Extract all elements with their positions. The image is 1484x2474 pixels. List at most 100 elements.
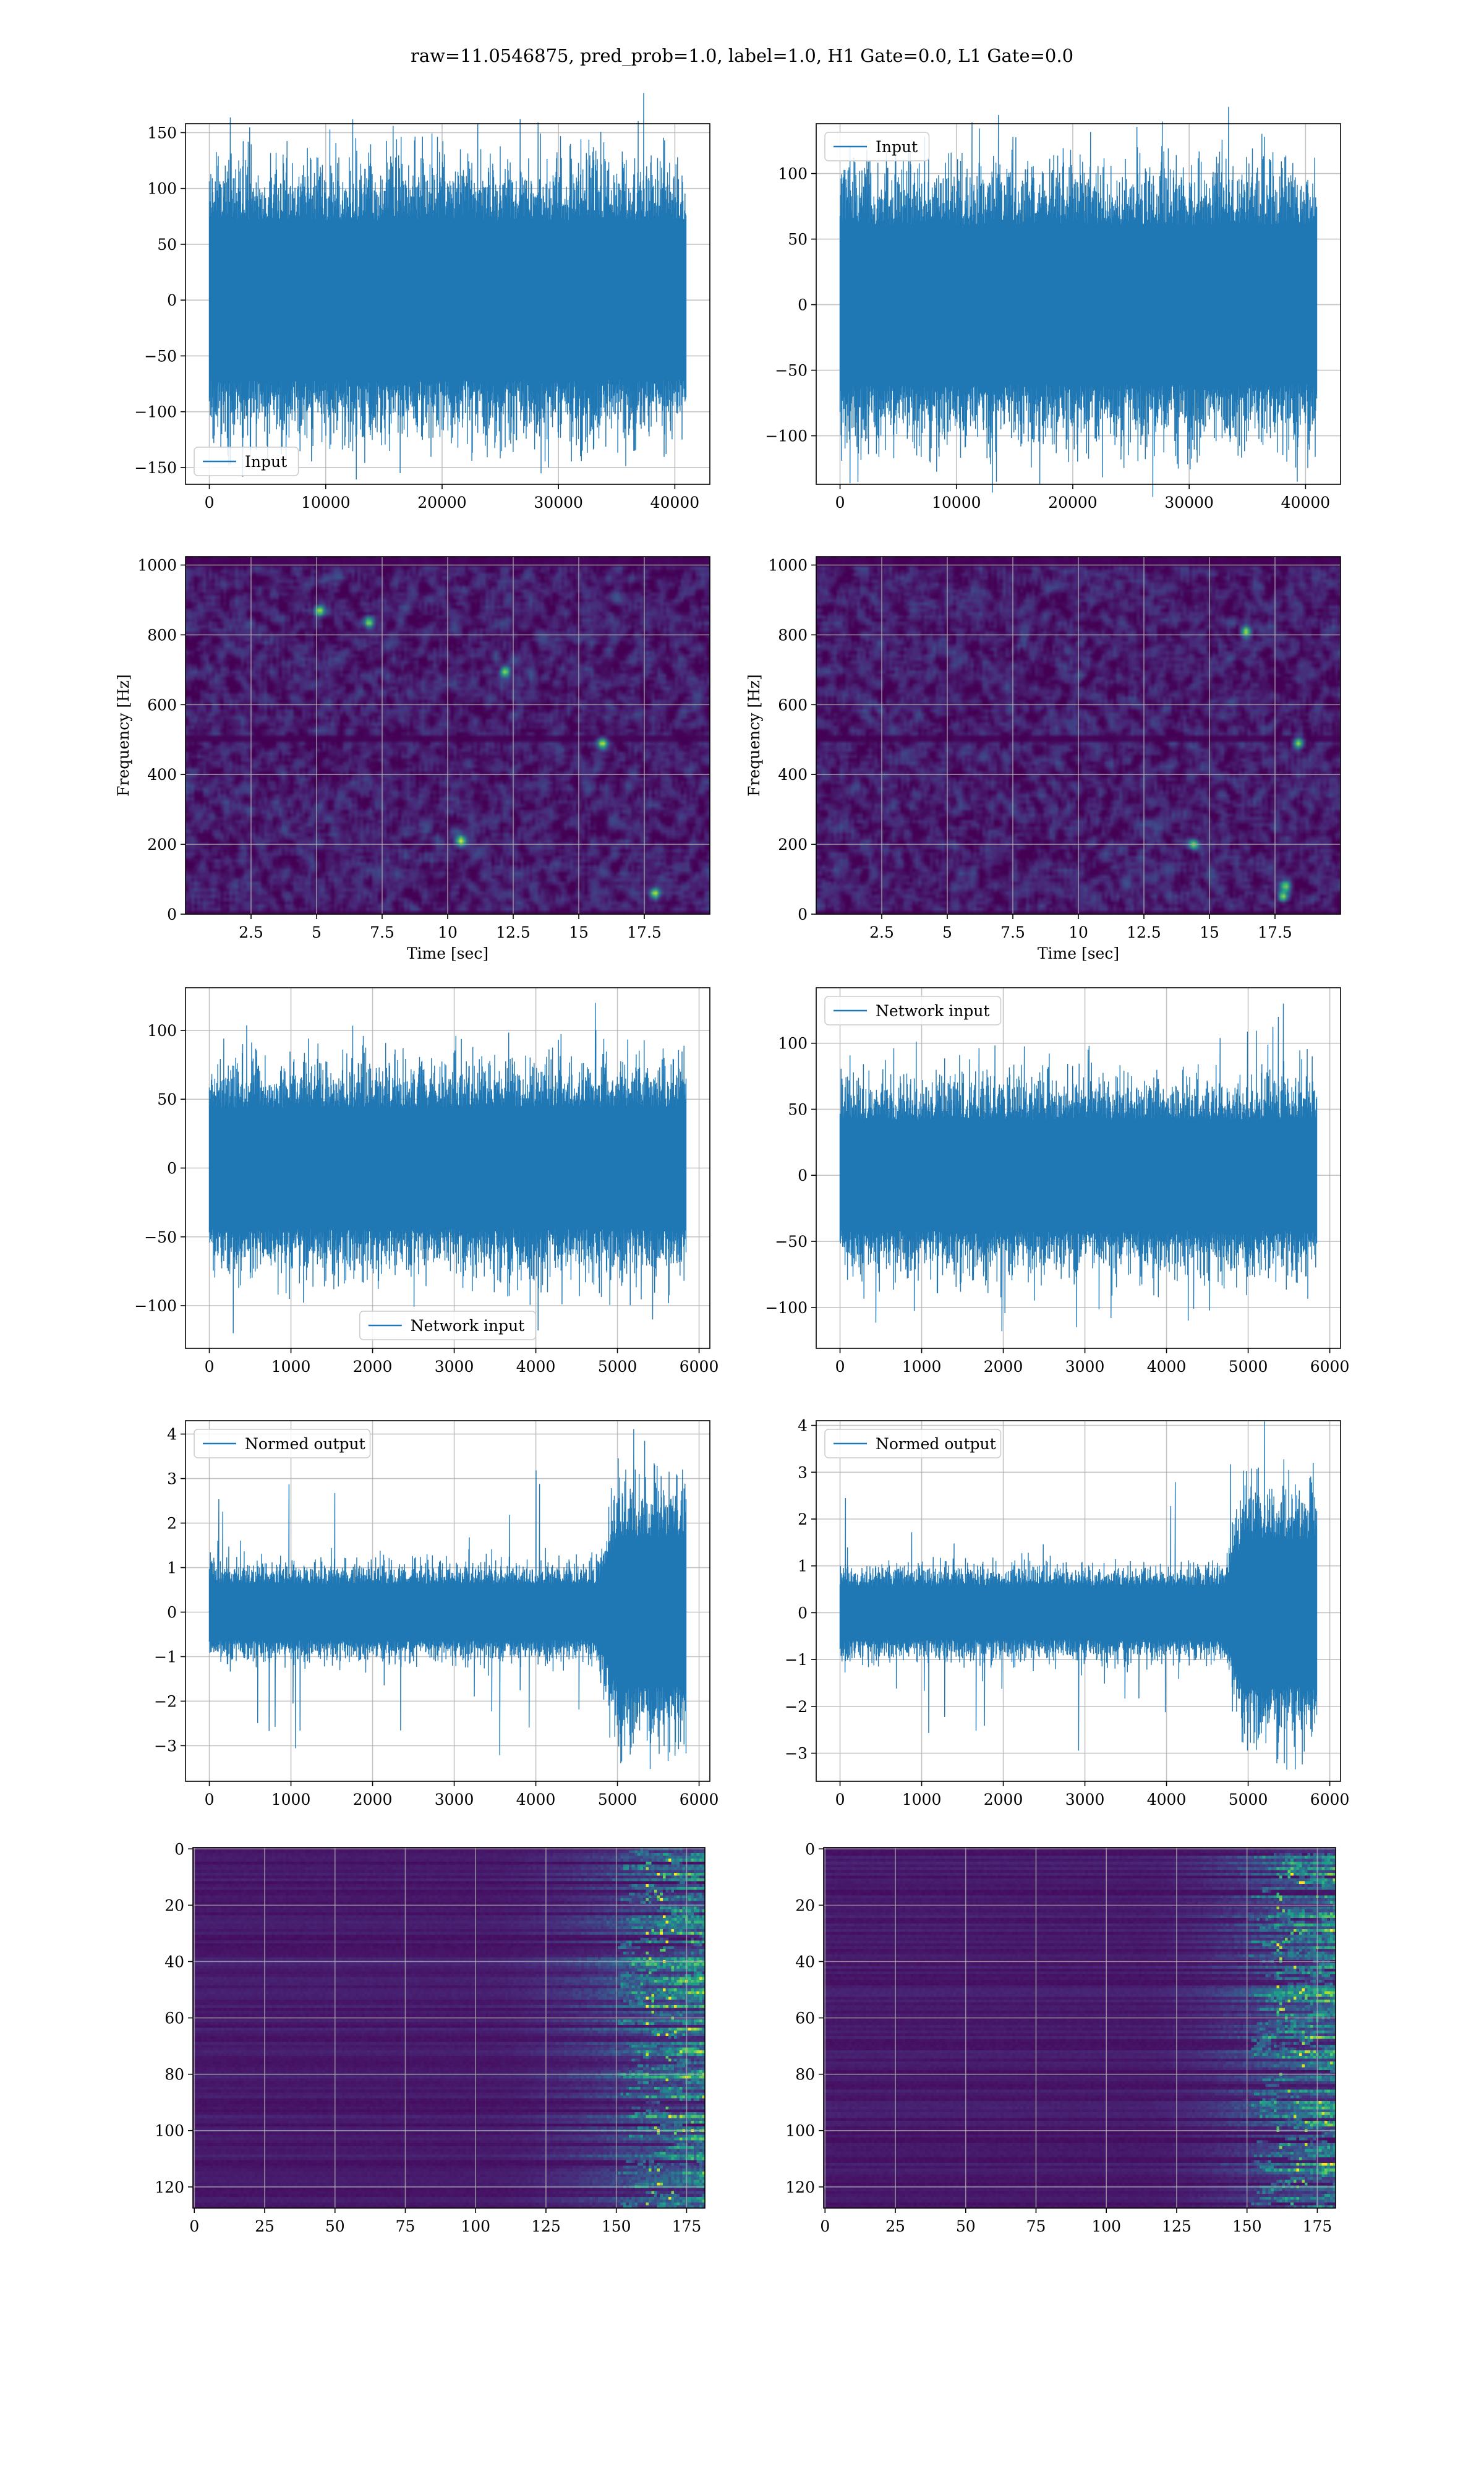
series-network-input (839, 1003, 1318, 1332)
x-tick-label: 12.5 (1127, 923, 1161, 941)
legend-box (824, 996, 1002, 1025)
tick-labels: 0 10000 20000 30000 40000 −100 −50 0 50 100 (765, 165, 1330, 511)
x-tick-label: 0 (835, 1791, 845, 1808)
y-tick-label: 50 (788, 1100, 808, 1118)
legend-box (194, 447, 299, 476)
x-tick-label: 100 (461, 2217, 490, 2235)
axes-frame (816, 1420, 1341, 1782)
y-tick-label: −50 (775, 1233, 808, 1251)
x-tick-label: 10 (438, 923, 458, 941)
y-tick-label: −1 (154, 1648, 177, 1666)
y-tick-label: 0 (174, 1840, 184, 1858)
legend: Network input (824, 996, 1002, 1025)
y-tick-label: 0 (798, 296, 808, 314)
y-tick-label: −50 (144, 347, 177, 365)
tick-labels: 2.5 5 7.5 10 12.5 15 17.5 0 200 400 600 800 1000 (768, 557, 1292, 941)
x-tick-label: 0 (835, 494, 845, 511)
y-tick-label: 50 (157, 1090, 177, 1108)
chart-input-l1: 0 10000 20000 30000 40000 −100 −50 0 50 100 Input (765, 106, 1341, 511)
series-trace (208, 1429, 687, 1770)
series-network-input (208, 1003, 687, 1333)
y-tick-label: 150 (147, 124, 177, 142)
y-tick-label: 200 (778, 836, 808, 854)
series-input (839, 106, 1318, 497)
y-tick-label: 4 (798, 1417, 808, 1435)
y-tick-label: 0 (167, 291, 177, 309)
tick-labels: 0 1000 2000 3000 4000 5000 6000 −100 −50 0 50 100 (134, 1022, 719, 1376)
x-tick-label: 0 (205, 494, 215, 511)
y-tick-label: −1 (785, 1651, 808, 1669)
y-tick-label: 80 (795, 2066, 815, 2084)
x-tick-label: 6000 (680, 1791, 719, 1808)
y-tick-label: −50 (144, 1228, 177, 1246)
x-tick-label: 10000 (301, 494, 351, 511)
y-tick-label: 800 (147, 626, 177, 644)
x-tick-label: 6000 (680, 1358, 719, 1376)
axes-frame (192, 1847, 706, 2209)
y-tick-label: 400 (147, 766, 177, 784)
x-tick-label: 125 (531, 2217, 561, 2235)
y-tick-label: 0 (798, 1166, 808, 1184)
y-tick-label: 40 (795, 1953, 815, 1971)
axes-frame (185, 1420, 710, 1782)
y-tick-label: 80 (164, 2066, 184, 2084)
y-axis-label: Frequency [Hz] (745, 674, 763, 797)
y-tick-label: 4 (167, 1426, 177, 1444)
y-tick-label: 2 (798, 1510, 808, 1528)
axes-frame (185, 123, 710, 485)
x-tick-label: 7.5 (370, 923, 394, 941)
x-tick-label: 25 (885, 2217, 905, 2235)
y-tick-label: 100 (778, 1035, 808, 1053)
tick-labels: 0 10000 20000 30000 40000 −150 −100 −50 0 50 100 15… (134, 124, 699, 511)
x-axis-label: Time [sec] (407, 944, 488, 962)
x-tick-label: 175 (672, 2217, 702, 2235)
legend: Normed output (824, 1429, 1002, 1458)
axes-frame (816, 123, 1341, 485)
axes-frame (823, 1847, 1336, 2209)
y-tick-label: 400 (778, 766, 808, 784)
x-tick-label: 0 (189, 2217, 199, 2235)
series-trace (208, 1003, 687, 1333)
grid-lines (824, 1847, 1336, 2208)
x-tick-label: 2.5 (239, 923, 263, 941)
x-tick-label: 150 (1232, 2217, 1262, 2235)
x-tick-label: 1000 (902, 1358, 942, 1376)
x-tick-label: 6000 (1310, 1791, 1350, 1808)
y-tick-label: 100 (147, 1022, 177, 1040)
x-tick-label: 4000 (516, 1358, 556, 1376)
y-tick-label: 200 (147, 836, 177, 854)
x-tick-label: 1000 (902, 1791, 942, 1808)
y-tick-label: 100 (785, 2122, 815, 2140)
tick-labels: 0 1000 2000 3000 4000 5000 6000 −3 −2 −1 0 1 2 3 4 (154, 1426, 719, 1808)
x-tick-label: 75 (396, 2217, 416, 2235)
tick-labels: 0 25 50 75 100 125 150 175 0 20 40 60 80 100 120 (155, 1840, 701, 2235)
y-tick-label: 1000 (768, 557, 808, 575)
x-tick-label: 125 (1162, 2217, 1192, 2235)
y-tick-label: −3 (785, 1745, 808, 1763)
x-tick-label: 2.5 (869, 923, 894, 941)
x-tick-label: 17.5 (1258, 923, 1292, 941)
y-tick-label: 3 (798, 1463, 808, 1481)
legend: Input (194, 447, 299, 476)
chart-spectrogram-l1: 2.5 5 7.5 10 12.5 15 17.5 0 200 400 600 800 1000 Time… (745, 556, 1341, 962)
legend-label: Normed output (245, 1435, 365, 1453)
x-tick-label: 0 (835, 1358, 845, 1376)
y-tick-label: 60 (795, 2010, 815, 2027)
x-tick-label: 5000 (598, 1358, 638, 1376)
feature-map-image (824, 1847, 1336, 2208)
legend-box (824, 1429, 1002, 1458)
y-tick-label: 50 (788, 231, 808, 249)
x-tick-label: 75 (1026, 2217, 1046, 2235)
tick-labels: 2.5 5 7.5 10 12.5 15 17.5 0 200 400 600 800 1000 (137, 557, 661, 941)
x-tick-label: 2000 (353, 1791, 393, 1808)
y-tick-label: −2 (785, 1698, 808, 1716)
chart-network-input-h1: 0 1000 2000 3000 4000 5000 6000 −100 −50 0 50 100 Ne… (134, 987, 719, 1376)
x-tick-label: 40000 (1281, 494, 1331, 511)
y-tick-label: 0 (167, 905, 177, 923)
x-tick-label: 4000 (1147, 1358, 1187, 1376)
y-tick-label: 2 (167, 1515, 177, 1533)
y-tick-label: −150 (134, 459, 177, 477)
tick-labels: 0 1000 2000 3000 4000 5000 6000 −100 −50 0 50 100 (765, 1035, 1349, 1376)
x-tick-label: 0 (205, 1358, 215, 1376)
